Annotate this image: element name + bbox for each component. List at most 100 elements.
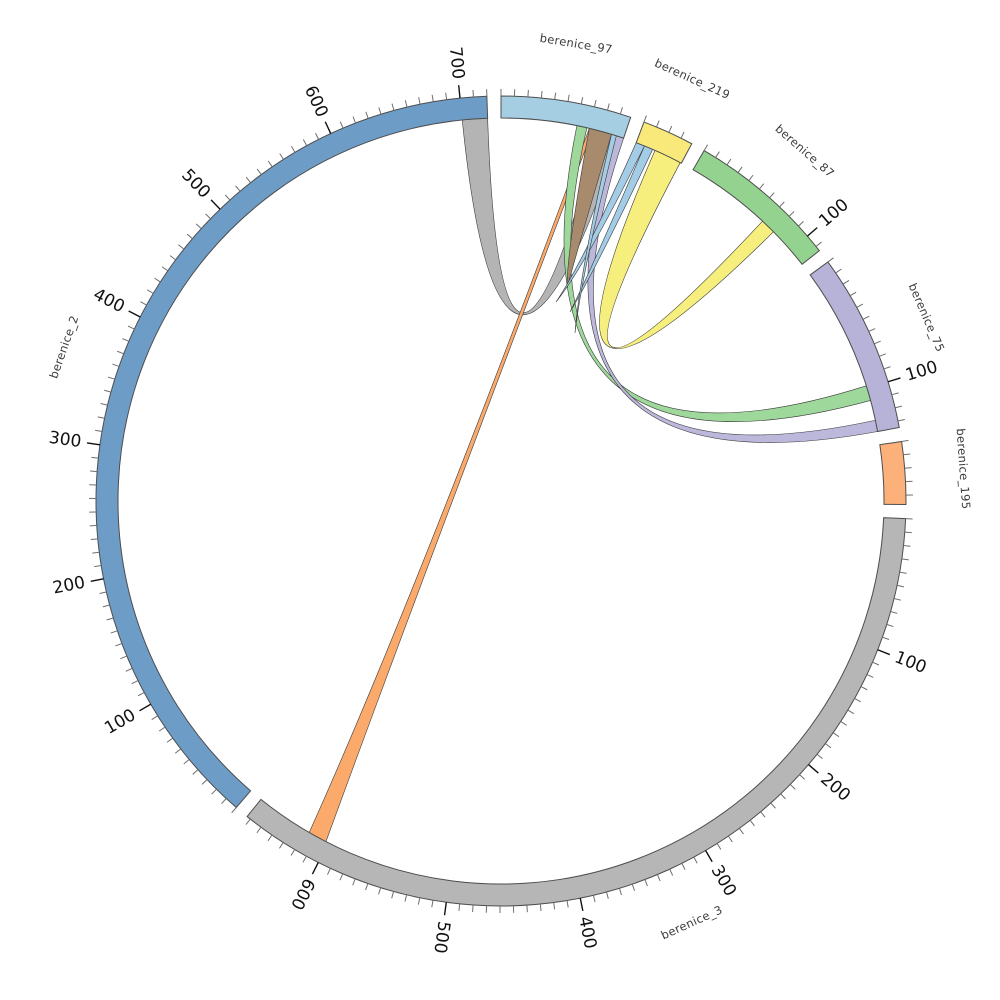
minor-tick-berenice_2-290 xyxy=(91,456,99,459)
minor-tick-berenice_75-0 xyxy=(827,257,834,263)
minor-tick-berenice_2-630 xyxy=(365,111,369,119)
major-tick-berenice_3-400 xyxy=(579,898,584,912)
minor-tick-berenice_3-290 xyxy=(716,843,722,850)
minor-tick-berenice_2-130 xyxy=(125,667,133,672)
minor-tick-berenice_3-240 xyxy=(770,802,776,809)
minor-tick-berenice_2-180 xyxy=(102,604,110,608)
minor-tick-berenice_3-260 xyxy=(749,819,755,827)
minor-tick-berenice_2-50 xyxy=(183,759,190,765)
tick-label-berenice_87-100: 100 xyxy=(815,195,853,231)
minor-tick-berenice_75-60 xyxy=(868,328,876,332)
minor-tick-berenice_75-110 xyxy=(891,392,899,396)
minor-tick-berenice_3-510 xyxy=(431,900,434,908)
tick-label-berenice_3-200: 200 xyxy=(816,769,854,805)
segment-berenice_3: 100 200 300 400 500 600 berenice_3 xyxy=(245,517,929,955)
segment-band-berenice_219 xyxy=(635,121,693,164)
minor-tick-berenice_2-140 xyxy=(120,655,128,660)
minor-tick-berenice_3-380 xyxy=(606,891,609,899)
minor-tick-berenice_2-320 xyxy=(97,416,105,419)
minor-tick-berenice_2-650 xyxy=(391,103,395,111)
segment-band-berenice_195 xyxy=(879,440,907,506)
minor-tick-berenice_2-530 xyxy=(245,176,251,184)
minor-tick-berenice_3-350 xyxy=(644,879,648,887)
minor-tick-berenice_2-190 xyxy=(99,591,107,595)
minor-tick-berenice_3-430 xyxy=(539,904,542,912)
major-tick-berenice_87-100 xyxy=(806,227,818,237)
minor-tick-berenice_2-540 xyxy=(256,168,262,175)
minor-tick-berenice_3-310 xyxy=(693,856,698,864)
minor-tick-berenice_2-350 xyxy=(107,376,115,380)
minor-tick-berenice_87-30 xyxy=(737,166,743,173)
minor-tick-berenice_2-170 xyxy=(106,617,114,621)
minor-tick-berenice_2-450 xyxy=(169,255,176,261)
minor-tick-berenice_75-80 xyxy=(879,353,886,357)
minor-tick-berenice_3-270 xyxy=(738,828,744,835)
minor-tick-berenice_2-280 xyxy=(90,470,98,473)
minor-tick-berenice_75-70 xyxy=(874,340,881,345)
major-tick-berenice_3-100 xyxy=(877,649,891,656)
minor-tick-berenice_195-10 xyxy=(903,453,911,456)
minor-tick-berenice_97-90 xyxy=(619,107,623,115)
minor-tick-berenice_3-60 xyxy=(893,598,902,601)
segment-label-berenice_2: berenice_2 xyxy=(46,314,81,381)
tick-label-berenice_2-200: 200 xyxy=(51,573,87,599)
minor-tick-berenice_87-60 xyxy=(769,192,775,199)
minor-tick-berenice_2-370 xyxy=(117,350,124,355)
major-tick-berenice_2-300 xyxy=(86,442,101,446)
minor-tick-berenice_3-40 xyxy=(899,571,907,574)
segment-berenice_219: berenice_219 xyxy=(635,56,732,164)
minor-tick-berenice_2-380 xyxy=(122,338,130,342)
minor-tick-berenice_3-30 xyxy=(901,558,909,561)
segment-label-berenice_87: berenice_87 xyxy=(773,122,838,181)
minor-tick-berenice_3-590 xyxy=(327,868,331,875)
minor-tick-berenice_97-60 xyxy=(580,97,584,105)
segment-label-berenice_3: berenice_3 xyxy=(659,902,725,942)
minor-tick-berenice_3-180 xyxy=(825,743,832,749)
minor-tick-berenice_2-10 xyxy=(221,798,227,805)
minor-tick-berenice_2-470 xyxy=(186,233,193,240)
minor-tick-berenice_3-170 xyxy=(832,732,840,738)
minor-tick-berenice_2-30 xyxy=(201,779,208,785)
segment-berenice_87: 100 berenice_87 xyxy=(692,122,853,265)
minor-tick-berenice_87-40 xyxy=(748,174,754,181)
minor-tick-berenice_75-90 xyxy=(883,366,891,370)
tick-label-berenice_2-500: 500 xyxy=(177,165,214,202)
minor-tick-berenice_3-550 xyxy=(378,887,382,895)
minor-tick-berenice_87-80 xyxy=(788,211,795,217)
minor-tick-berenice_3-630 xyxy=(279,842,284,849)
minor-tick-berenice_2-410 xyxy=(140,301,147,306)
minor-tick-berenice_3-160 xyxy=(840,721,847,726)
major-tick-berenice_2-700 xyxy=(457,85,461,99)
ribbon-links xyxy=(308,117,878,843)
minor-tick-berenice_2-480 xyxy=(195,223,202,229)
minor-tick-berenice_87-70 xyxy=(779,201,785,208)
minor-tick-berenice_2-60 xyxy=(174,748,182,754)
minor-tick-berenice_3-10 xyxy=(904,531,912,534)
minor-tick-berenice_97-30 xyxy=(540,90,543,99)
major-tick-berenice_2-500 xyxy=(210,199,221,210)
minor-tick-berenice_3-230 xyxy=(780,793,786,800)
minor-tick-berenice_2-520 xyxy=(235,185,241,192)
major-tick-berenice_3-500 xyxy=(443,902,447,916)
minor-tick-berenice_3-560 xyxy=(365,883,369,891)
minor-tick-berenice_3-340 xyxy=(656,874,661,882)
minor-tick-berenice_3-610 xyxy=(302,855,307,863)
minor-tick-berenice_2-430 xyxy=(154,277,161,283)
minor-tick-berenice_3-650 xyxy=(256,826,262,834)
minor-tick-berenice_2-210 xyxy=(94,565,102,568)
minor-tick-berenice_2-680 xyxy=(431,94,434,102)
minor-tick-berenice_2-230 xyxy=(90,538,98,540)
minor-tick-berenice_3-540 xyxy=(391,891,395,899)
minor-tick-berenice_87-20 xyxy=(726,158,732,166)
tick-label-berenice_3-300: 300 xyxy=(707,862,741,900)
minor-tick-berenice_2-110 xyxy=(137,692,145,697)
major-tick-berenice_2-600 xyxy=(324,121,332,134)
minor-tick-berenice_3-320 xyxy=(681,863,686,870)
minor-tick-berenice_2-360 xyxy=(112,363,120,367)
minor-tick-berenice_3-90 xyxy=(882,636,890,640)
minor-tick-berenice_2-390 xyxy=(127,325,135,330)
minor-tick-berenice_195-20 xyxy=(904,467,912,469)
minor-tick-berenice_3-130 xyxy=(860,686,868,691)
tick-label-berenice_2-400: 400 xyxy=(90,285,128,318)
minor-tick-berenice_3-490 xyxy=(458,903,461,911)
